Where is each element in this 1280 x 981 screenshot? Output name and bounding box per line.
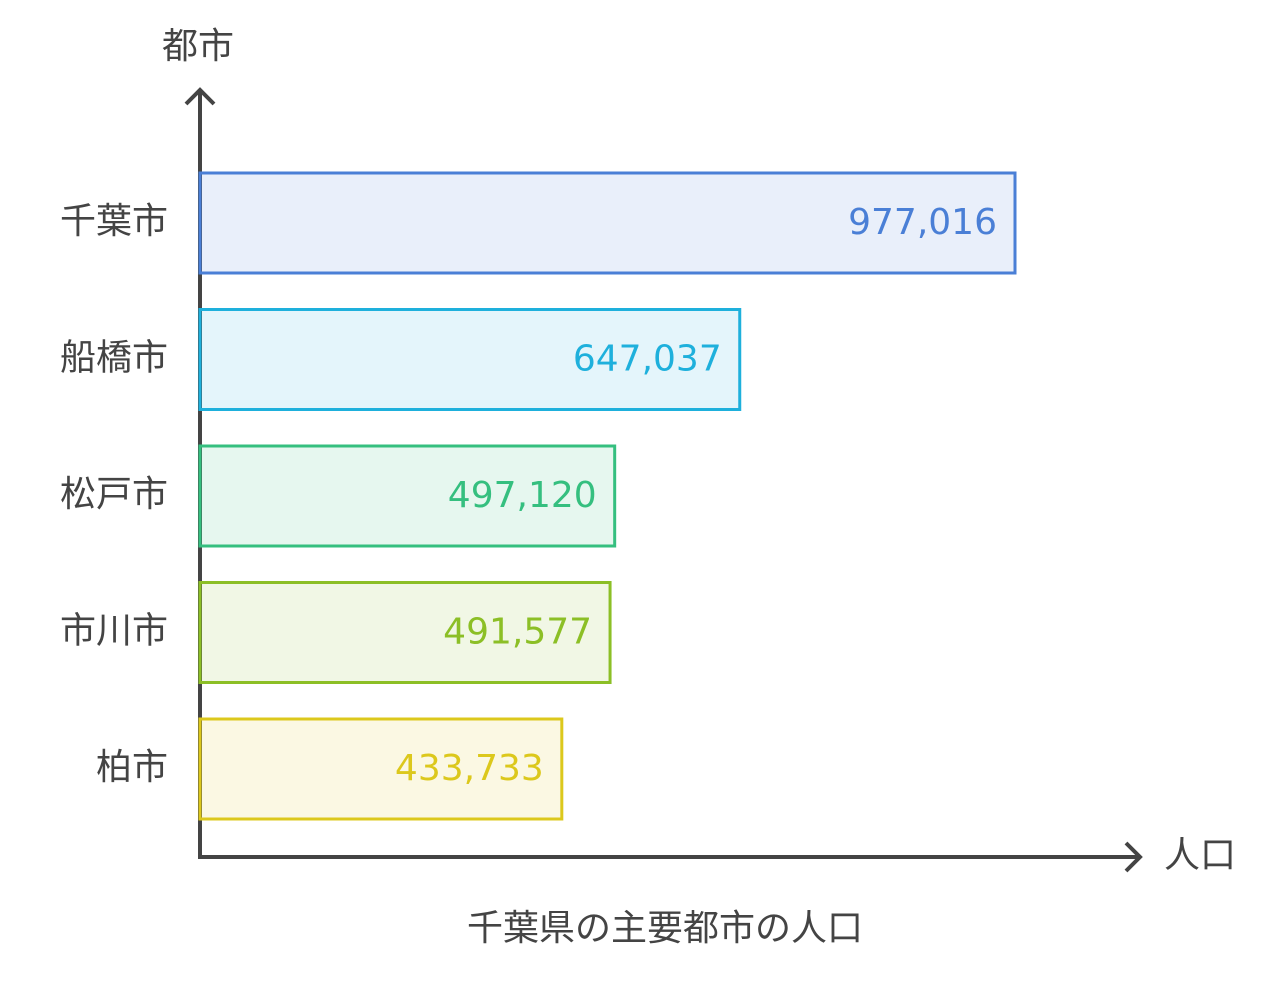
- value-label: 491,577: [443, 612, 592, 653]
- value-label: 647,037: [573, 339, 722, 380]
- y-axis-arrow: [184, 87, 216, 106]
- category-label: 千葉市: [60, 201, 168, 242]
- bar: [198, 308, 742, 411]
- category-label: 柏市: [96, 747, 168, 788]
- y-axis-label: 都市: [162, 26, 234, 67]
- x-axis-arrow: [1124, 841, 1143, 873]
- bar: [198, 444, 617, 548]
- category-label: 松戸市: [60, 474, 168, 515]
- bar: [198, 581, 612, 684]
- category-label: 船橋市: [60, 338, 168, 379]
- value-label: 433,733: [395, 748, 544, 789]
- value-label: 497,120: [448, 475, 597, 516]
- bar: [198, 717, 564, 821]
- bar: [198, 171, 1017, 275]
- x-axis-label: 人口: [1164, 835, 1236, 876]
- value-label: 977,016: [848, 202, 997, 243]
- chart-title: 千葉県の主要都市の人口: [467, 908, 863, 949]
- category-label: 市川市: [60, 611, 168, 652]
